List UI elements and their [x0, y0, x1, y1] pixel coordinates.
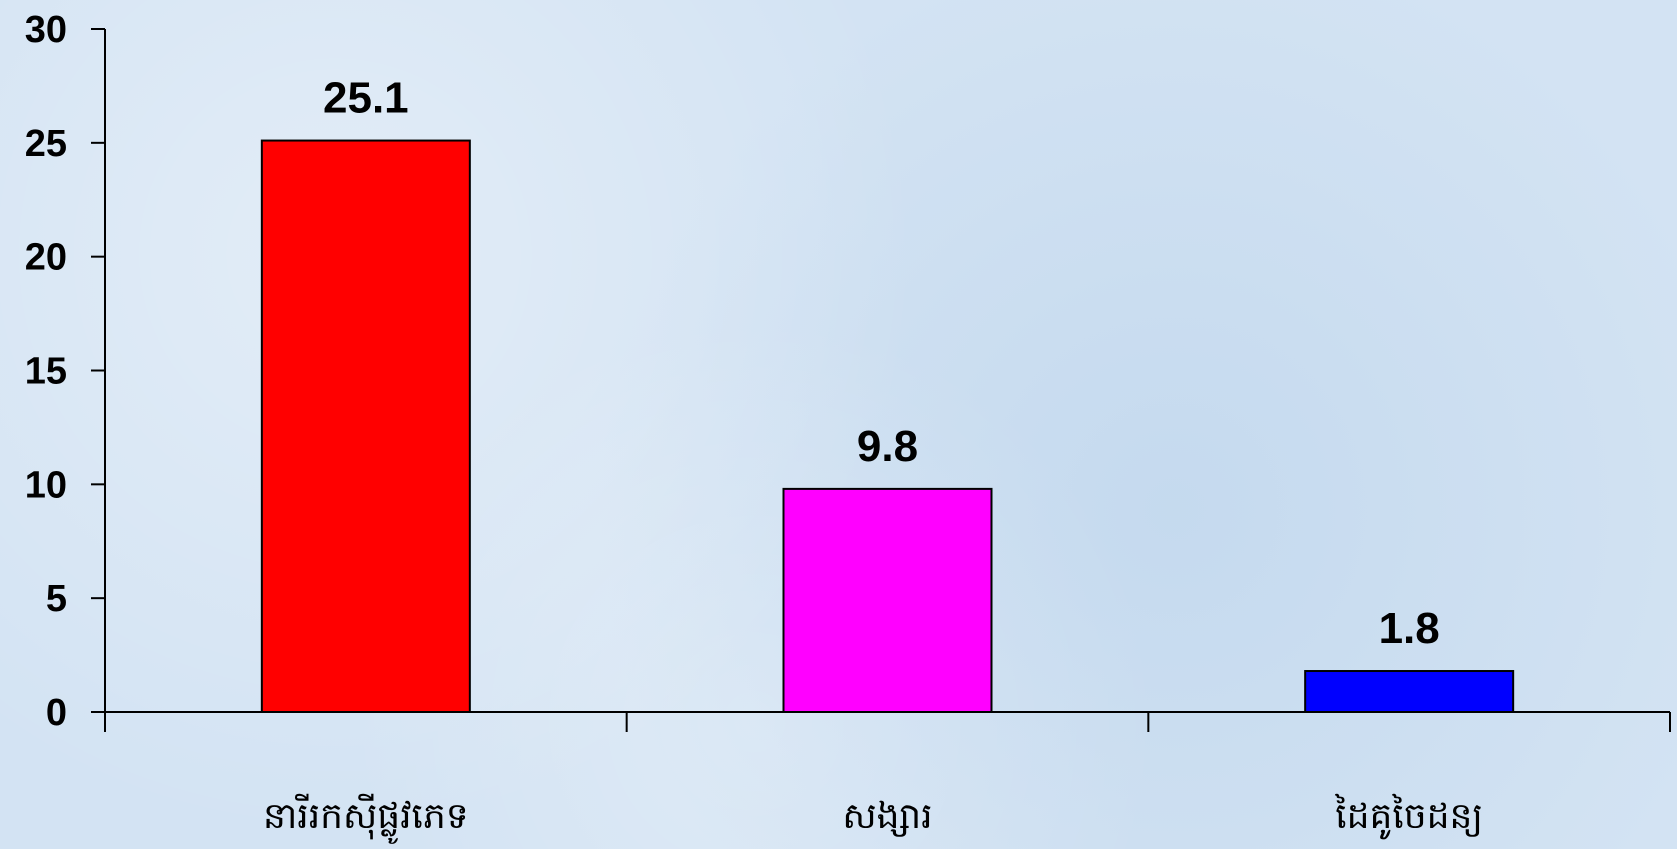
category-labels-group: នារីរកស៊ីផ្លូវភេទ សង្សារ ដៃគូចៃដន្យ [263, 793, 1483, 844]
y-tick-label: 5 [46, 578, 67, 620]
data-labels-group: 25.1 9.8 1.8 [323, 74, 1440, 653]
y-tick-label: 15 [25, 351, 67, 393]
y-tick-label: 0 [46, 692, 67, 734]
y-tick-label: 10 [25, 464, 67, 506]
bar [782, 487, 993, 713]
category-label: សង្សារ [842, 796, 932, 837]
data-label: 1.8 [1379, 604, 1440, 653]
bars-group [260, 139, 1515, 714]
data-label: 9.8 [857, 422, 918, 471]
data-label: 25.1 [323, 74, 409, 123]
bar [260, 139, 471, 714]
x-ticks-group [104, 712, 1671, 732]
category-label: ដៃគូចៃដន្យ [1334, 793, 1483, 840]
y-tick-label: 30 [25, 9, 67, 51]
category-label: នារីរកស៊ីផ្លូវភេទ [263, 793, 469, 844]
y-ticks-group: 0 5 10 15 20 25 30 [25, 9, 105, 734]
y-tick-label: 20 [25, 237, 67, 279]
y-tick-label: 25 [25, 123, 67, 165]
bar [1304, 670, 1515, 714]
